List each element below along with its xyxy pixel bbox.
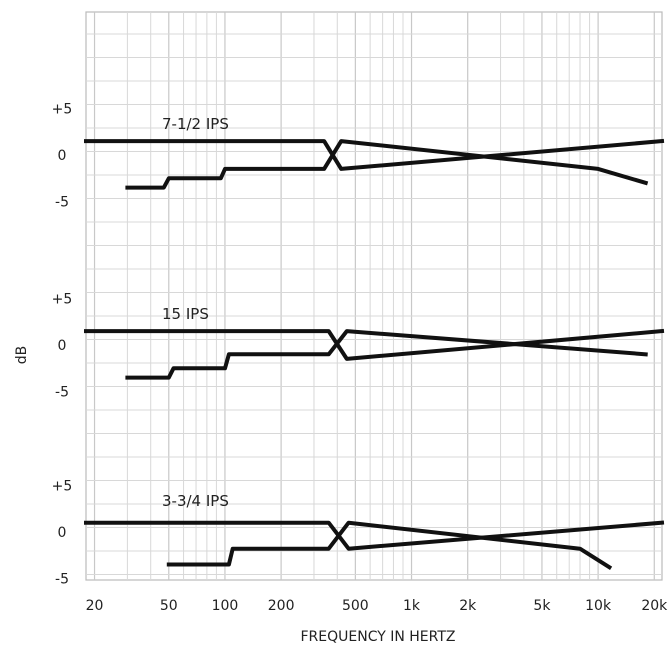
curve-lower	[125, 139, 649, 190]
panel-label: 3-3/4 IPS	[162, 492, 229, 510]
x-tick-label: 5k	[533, 598, 551, 614]
x-axis-title: FREQUENCY IN HERTZ	[300, 629, 455, 645]
x-tick-label: 10k	[585, 598, 612, 614]
x-tick-label: 50	[160, 598, 178, 614]
panel-label: 7-1/2 IPS	[162, 115, 229, 133]
y-tick-label: -5	[55, 572, 69, 588]
y-tick-label: -5	[55, 195, 69, 211]
y-axis-title: dB	[14, 346, 30, 365]
x-tick-label: 20k	[641, 598, 668, 614]
x-tick-label: 2k	[459, 598, 477, 614]
curve-lower	[166, 520, 613, 571]
y-tick-label: +5	[52, 102, 73, 118]
x-tick-label: 100	[212, 598, 239, 614]
panel-label: 15 IPS	[162, 305, 209, 323]
plot-frame	[85, 11, 663, 581]
x-tick-label: 20	[86, 598, 104, 614]
x-tick-label: 1k	[403, 598, 421, 614]
curve-lower	[125, 329, 648, 380]
y-tick-label: 0	[58, 148, 67, 164]
y-tick-label: -5	[55, 385, 69, 401]
y-tick-label: +5	[52, 292, 73, 308]
curve-upper	[84, 328, 665, 361]
x-tick-label: 200	[268, 598, 295, 614]
grid-layer	[85, 11, 663, 581]
y-tick-label: +5	[52, 479, 73, 495]
x-tick-label: 500	[342, 598, 369, 614]
y-tick-label: 0	[58, 525, 67, 541]
mark-layer: 20 50 100 200 500 1k 2k 5k 10k 20k +5 0 -5 7-1/2 IPS +…	[52, 102, 668, 615]
y-tick-label: 0	[58, 338, 67, 354]
